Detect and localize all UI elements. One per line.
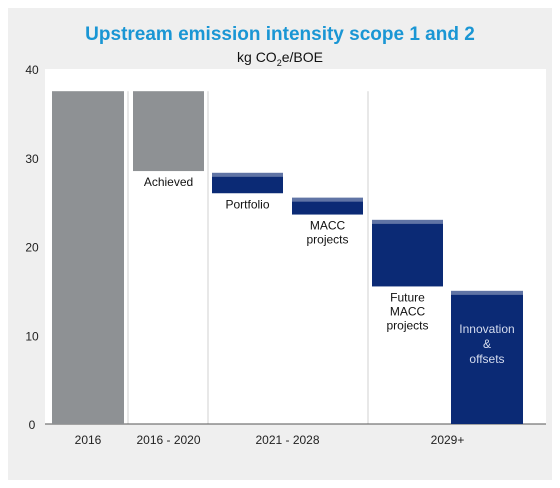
x-period-label: 2021 - 2028 bbox=[255, 433, 319, 447]
y-tick-label: 10 bbox=[25, 329, 39, 343]
bar-highlight bbox=[212, 172, 283, 177]
x-period-label: 2016 - 2020 bbox=[136, 433, 200, 447]
x-period-label: 2029+ bbox=[431, 433, 465, 447]
waterfall-bar bbox=[133, 91, 204, 172]
bar-highlight bbox=[292, 197, 363, 202]
chart-unit-label: kg CO2e/BOE bbox=[8, 49, 552, 68]
unit-subscript: 2 bbox=[276, 57, 282, 68]
bar-label: Future bbox=[390, 290, 425, 304]
bar-label: Innovation bbox=[459, 322, 514, 336]
unit-prefix: kg CO bbox=[237, 49, 277, 65]
bar-label: Portfolio bbox=[225, 197, 269, 211]
bar-highlight bbox=[451, 290, 523, 295]
bar-highlight bbox=[372, 219, 443, 224]
bar-label: MACC bbox=[390, 304, 426, 318]
waterfall-bar bbox=[212, 172, 283, 194]
x-period-label: 2016 bbox=[75, 433, 102, 447]
y-tick-label: 40 bbox=[25, 63, 39, 77]
bar-label: Achieved bbox=[144, 175, 193, 189]
waterfall-bar bbox=[372, 219, 443, 287]
bar-label: offsets bbox=[469, 352, 504, 366]
waterfall-bar bbox=[451, 290, 523, 424]
unit-suffix: e/BOE bbox=[281, 49, 323, 65]
y-tick-label: 30 bbox=[25, 152, 39, 166]
waterfall-bar bbox=[52, 91, 124, 424]
y-tick-label: 0 bbox=[29, 418, 36, 432]
chart-title: Upstream emission intensity scope 1 and … bbox=[85, 24, 475, 45]
bar-label: projects bbox=[306, 233, 348, 247]
bar-label: MACC bbox=[310, 219, 346, 233]
waterfall-chart: 010203040AchievedPortfolioMACCprojectsFu… bbox=[25, 63, 546, 447]
bar-label: & bbox=[483, 337, 491, 351]
bar-label: projects bbox=[386, 318, 428, 332]
waterfall-bar bbox=[292, 197, 363, 215]
y-tick-label: 20 bbox=[25, 241, 39, 255]
chart-panel: Upstream emission intensity scope 1 and … bbox=[8, 8, 552, 480]
